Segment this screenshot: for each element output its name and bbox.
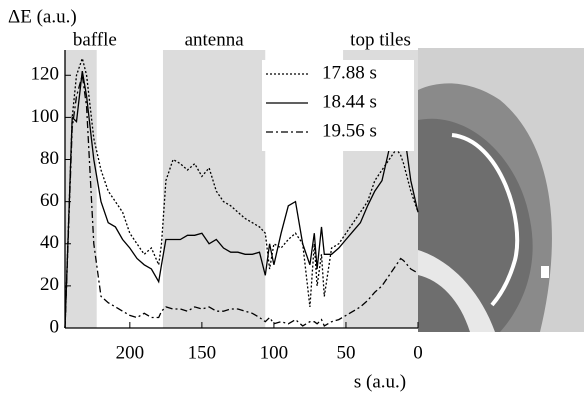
x-tick-label: 0 <box>413 342 423 363</box>
plot: baffle antenna top tiles 0 20 40 60 80 100 120 200… <box>31 29 423 363</box>
x-tick-label: 100 <box>260 342 289 363</box>
region-label: baffle <box>73 29 117 50</box>
series-line <box>64 70 419 329</box>
photo-wall <box>418 48 584 332</box>
region-label: antenna <box>185 29 245 50</box>
y-tick-label: 40 <box>40 232 59 253</box>
photo-trace <box>451 133 520 307</box>
x-tick-label: 50 <box>336 342 355 363</box>
y-axis-label: ΔE (a.u.) <box>8 6 77 27</box>
y-tick-label: 80 <box>40 148 59 169</box>
region-label: top tiles <box>350 29 411 50</box>
y-tick-label: 20 <box>40 274 59 295</box>
y-tick-label: 120 <box>31 64 60 85</box>
legend-box <box>262 60 414 151</box>
series-line <box>64 56 419 329</box>
series-line <box>64 75 419 329</box>
legend-label: 19.56 s <box>322 120 377 141</box>
x-axis-label: s (a.u.) <box>354 371 406 392</box>
region <box>162 50 266 328</box>
x-tick-label: 200 <box>116 342 145 363</box>
legend-label: 17.88 s <box>322 62 377 83</box>
legend-label: 18.44 s <box>322 91 377 112</box>
y-tick-label: 0 <box>50 316 60 337</box>
photo <box>418 48 584 332</box>
photo-baffle <box>418 250 495 332</box>
y-tick-label: 60 <box>40 190 59 211</box>
y-tick-label: 100 <box>31 106 60 127</box>
x-tick-label: 150 <box>188 342 217 363</box>
photo-marker <box>541 266 549 278</box>
